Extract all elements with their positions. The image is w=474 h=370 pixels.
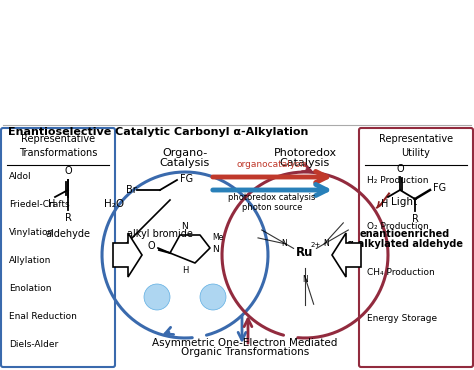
Text: N: N — [182, 222, 188, 231]
Text: O: O — [147, 241, 155, 251]
Text: Representative: Representative — [21, 134, 95, 144]
Text: Allylation: Allylation — [9, 256, 51, 265]
Text: Aldol: Aldol — [9, 172, 32, 181]
Text: H: H — [381, 199, 389, 209]
Text: CH₄ Production: CH₄ Production — [367, 268, 435, 277]
Text: N: N — [212, 246, 219, 255]
Text: H₂ Production: H₂ Production — [367, 176, 428, 185]
Text: organocatalysis: organocatalysis — [237, 160, 308, 169]
Text: R: R — [64, 213, 72, 223]
Text: aldehyde: aldehyde — [46, 229, 91, 239]
Text: Me: Me — [212, 233, 223, 242]
Text: Diels-Alder: Diels-Alder — [9, 340, 58, 349]
FancyBboxPatch shape — [1, 128, 115, 367]
Text: N: N — [323, 239, 328, 248]
Text: N: N — [282, 239, 287, 248]
Text: Organic Transformations: Organic Transformations — [181, 347, 309, 357]
Text: enantioenriched: enantioenriched — [360, 229, 450, 239]
Text: Catalysis: Catalysis — [160, 158, 210, 168]
Text: N: N — [302, 275, 308, 283]
Text: O: O — [64, 166, 72, 176]
Text: Utility: Utility — [401, 148, 430, 158]
Text: alkyl bromide: alkyl bromide — [127, 229, 193, 239]
Text: Friedel-Crafts: Friedel-Crafts — [9, 200, 70, 209]
Text: Transformations: Transformations — [19, 148, 97, 158]
Text: Energy Storage: Energy Storage — [367, 314, 437, 323]
Text: Light: Light — [391, 196, 417, 206]
Text: photon source: photon source — [242, 203, 302, 212]
Text: Asymmetric One-Electron Mediated: Asymmetric One-Electron Mediated — [152, 338, 337, 348]
Text: photoredox catalysis: photoredox catalysis — [228, 193, 316, 202]
Polygon shape — [113, 233, 142, 277]
Text: H: H — [182, 266, 188, 275]
Circle shape — [144, 284, 170, 310]
Polygon shape — [332, 233, 361, 277]
Text: Enantioselective Catalytic Carbonyl α-Alkylation: Enantioselective Catalytic Carbonyl α-Al… — [8, 127, 309, 137]
Text: Catalysis: Catalysis — [280, 158, 330, 168]
Text: FG: FG — [433, 183, 446, 193]
Text: O₂ Production: O₂ Production — [367, 222, 429, 231]
Text: R: R — [411, 214, 419, 224]
Text: H: H — [48, 199, 55, 209]
Text: FG: FG — [180, 174, 193, 184]
Text: Ru: Ru — [296, 246, 314, 259]
Text: O: O — [396, 164, 404, 174]
Text: H₂O: H₂O — [104, 199, 124, 209]
Text: Photoredox: Photoredox — [273, 148, 337, 158]
FancyBboxPatch shape — [359, 128, 473, 367]
Text: Enolation: Enolation — [9, 284, 52, 293]
Text: Representative: Representative — [379, 134, 453, 144]
Text: Br: Br — [126, 185, 137, 195]
Text: 2+: 2+ — [311, 242, 321, 248]
Text: α-alkylated aldehyde: α-alkylated aldehyde — [347, 239, 463, 249]
Text: Organo-: Organo- — [163, 148, 208, 158]
Text: Enal Reduction: Enal Reduction — [9, 312, 77, 321]
Text: Vinylation: Vinylation — [9, 228, 54, 237]
Circle shape — [200, 284, 226, 310]
